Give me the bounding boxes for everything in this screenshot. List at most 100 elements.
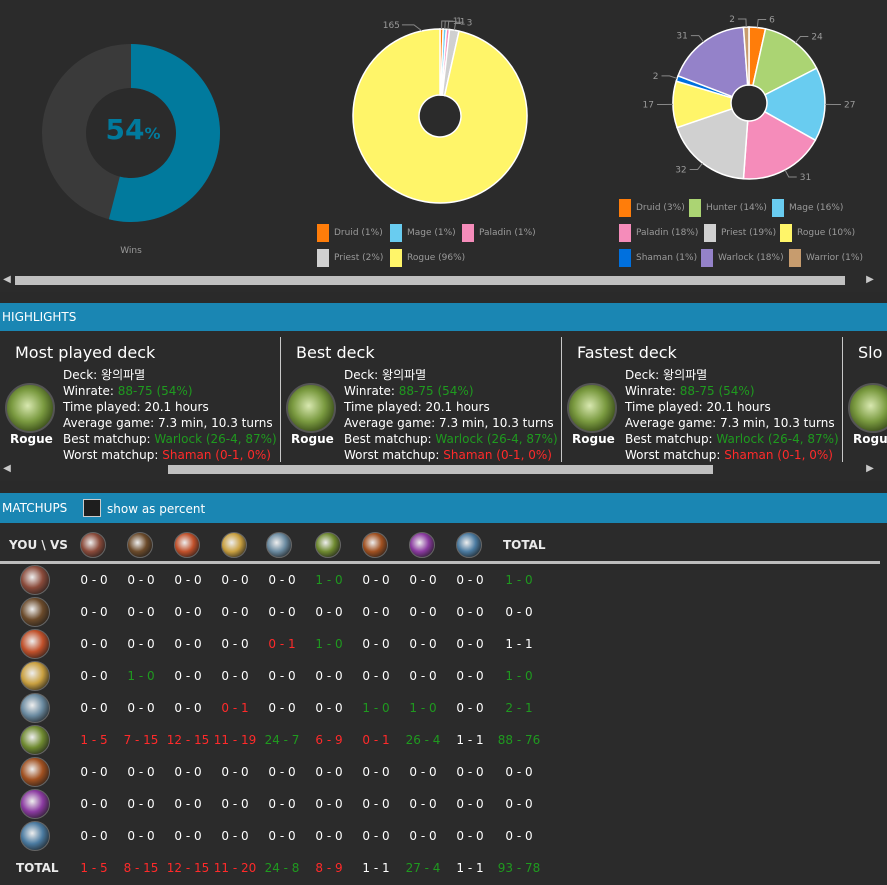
winrate-number: 54 [105, 113, 145, 146]
highlight-value: Warlock (26-4, 87%) [716, 432, 839, 446]
shaman-class-icon [362, 532, 388, 558]
show-percent-label[interactable]: show as percent [107, 502, 206, 516]
matchup-cell: 0 - 0 [268, 573, 296, 587]
pie-slice-priest[interactable] [676, 107, 749, 180]
highlight-card-line: Time played: 20.1 hours [625, 399, 771, 415]
priest-class-icon [266, 532, 292, 558]
matchup-cell: 0 - 0 [268, 797, 296, 811]
highlight-card-divider [561, 337, 562, 463]
row-total-cell: 88 - 76 [497, 733, 541, 747]
pie-label-leader [401, 24, 423, 32]
legend-swatch [701, 249, 713, 267]
pie-value-label: 24 [811, 33, 823, 43]
matchup-cell: 1 - 0 [127, 669, 155, 683]
highlight-card[interactable]: Best deck Rogue Deck: 왕의파멸 Winrate: 88-75 (… [286, 331, 560, 462]
matchup-cell: 0 - 0 [127, 765, 155, 779]
highlight-card-line: Worst matchup: Shaman (0-1, 0%) [63, 447, 271, 463]
legend-item-druid[interactable]: Druid (3%) [619, 199, 685, 217]
scroll-right-arrow-icon[interactable]: ▶ [866, 274, 874, 285]
column-total-cell: 27 - 4 [405, 861, 441, 875]
pie-slice-rogue[interactable] [352, 28, 528, 204]
row-total-cell: 0 - 0 [505, 829, 533, 843]
mage-class-icon [174, 532, 200, 558]
matchups-header: MATCHUPS show as percent [0, 493, 887, 523]
highlights-panel: Most played deck Rogue Deck: 왕의파멸 Winrate: … [0, 331, 887, 481]
legend-item-shaman[interactable]: Shaman (1%) [619, 249, 697, 267]
druid-class-icon [80, 532, 106, 558]
pie-value-label: 32 [675, 165, 686, 175]
matchup-cell: 0 - 0 [127, 573, 155, 587]
highlights-scrollbar-thumb[interactable] [168, 465, 713, 474]
highlight-card[interactable]: Slo Rogu [848, 331, 887, 461]
highlights-horizontal-scrollbar[interactable]: ◀ ▶ [0, 462, 887, 476]
pie-value-label: 165 [383, 21, 400, 31]
legend-item-priest[interactable]: Priest (19%) [704, 224, 776, 242]
scroll-right-arrow-icon[interactable]: ▶ [866, 463, 874, 474]
legend-item-druid[interactable]: Druid (1%) [317, 224, 383, 242]
pie-slice-rogue[interactable] [672, 80, 733, 129]
matchup-cell: 0 - 0 [362, 605, 390, 619]
pie-value-label: 6 [769, 16, 775, 26]
legend-item-mage[interactable]: Mage (1%) [390, 224, 456, 242]
pie-slice-hunter[interactable] [752, 27, 818, 96]
legend-item-warrior[interactable]: Warrior (1%) [789, 249, 863, 267]
legend-item-rogue[interactable]: Rogue (10%) [780, 224, 855, 242]
charts-panel: 54% Wins 1 1 1 3 165 Druid (1%) Mage (1%) Pala… [0, 0, 887, 292]
matchup-cell: 0 - 0 [174, 605, 202, 619]
legend-item-warlock[interactable]: Warlock (18%) [701, 249, 784, 267]
scroll-left-arrow-icon[interactable]: ◀ [3, 463, 11, 474]
matchup-cell: 0 - 0 [127, 637, 155, 651]
highlight-card-line: Winrate: 88-75 (54%) [63, 383, 193, 399]
highlight-value: Shaman (0-1, 0%) [724, 448, 833, 462]
druid-class-icon [20, 565, 50, 595]
matchup-cell: 0 - 0 [80, 605, 108, 619]
matchup-cell: 0 - 0 [315, 829, 343, 843]
highlight-card-line: Winrate: 88-75 (54%) [344, 383, 474, 399]
row-total-label: TOTAL [16, 861, 59, 875]
pie-label-leader [784, 169, 797, 178]
pie-slice-warrior[interactable] [742, 26, 750, 86]
charts-scrollbar-thumb[interactable] [15, 276, 845, 285]
mage-class-icon [20, 629, 50, 659]
matchup-cell: 0 - 0 [127, 829, 155, 843]
pie-slice-paladin[interactable] [742, 110, 817, 180]
charts-horizontal-scrollbar[interactable]: ◀ ▶ [0, 273, 887, 287]
column-total-cell: 8 - 15 [123, 861, 159, 875]
pie-label-leader [737, 18, 747, 28]
hunter-class-icon [127, 532, 153, 558]
matchup-cell: 0 - 1 [221, 701, 249, 715]
legend-item-paladin[interactable]: Paladin (1%) [462, 224, 536, 242]
pie-slice-mage[interactable] [763, 67, 826, 142]
legend-item-hunter[interactable]: Hunter (14%) [689, 199, 767, 217]
highlight-card-line: Worst matchup: Shaman (0-1, 0%) [625, 447, 833, 463]
matchup-cell: 0 - 0 [174, 797, 202, 811]
matchup-cell: 0 - 0 [456, 605, 484, 619]
pie-value-label: 17 [643, 101, 654, 111]
highlight-text: Best matchup: [625, 432, 717, 446]
highlight-card-line: Best matchup: Warlock (26-4, 87%) [344, 431, 558, 447]
legend-item-rogue[interactable]: Rogue (96%) [390, 249, 465, 267]
matchup-cell: 0 - 0 [174, 669, 202, 683]
pie-slice-warlock[interactable] [677, 26, 749, 98]
legend-swatch [390, 249, 402, 267]
highlight-text: Deck: [625, 368, 664, 382]
highlight-card[interactable]: Most played deck Rogue Deck: 왕의파멸 Winrate: … [5, 331, 279, 463]
legend-swatch [780, 224, 792, 242]
legend-label: Hunter (14%) [706, 203, 767, 213]
scroll-left-arrow-icon[interactable]: ◀ [3, 274, 11, 285]
matchup-cell: 0 - 0 [268, 605, 296, 619]
legend-item-paladin[interactable]: Paladin (18%) [619, 224, 698, 242]
matchup-cell: 0 - 0 [268, 765, 296, 779]
matchup-cell: 0 - 0 [127, 701, 155, 715]
legend-item-priest[interactable]: Priest (2%) [317, 249, 383, 267]
highlight-text: Time played: 20.1 hours [344, 400, 490, 414]
show-percent-checkbox[interactable] [83, 499, 101, 517]
matchup-cell: 0 - 0 [362, 637, 390, 651]
highlight-card[interactable]: Fastest deck Rogue Deck: 왕의파멸 Winrate: 88-7… [567, 331, 841, 463]
column-total-cell: 93 - 78 [497, 861, 541, 875]
legend-item-mage[interactable]: Mage (16%) [772, 199, 843, 217]
matchup-cell: 0 - 0 [456, 829, 484, 843]
matchup-cell: 0 - 0 [315, 701, 343, 715]
highlight-text: Deck: [344, 368, 383, 382]
rogue-class-icon [567, 383, 617, 433]
